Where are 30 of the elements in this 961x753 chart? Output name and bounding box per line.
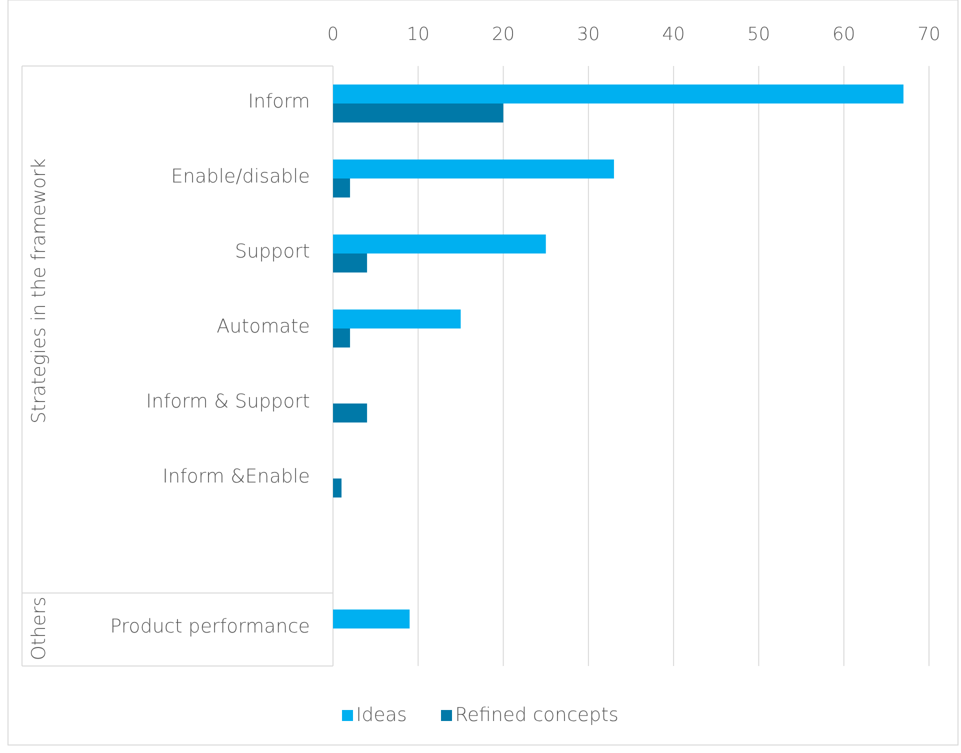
x-tick-label: 30 — [576, 24, 600, 45]
bar — [333, 84, 904, 104]
bar — [333, 104, 504, 122]
bar — [333, 478, 342, 498]
x-tick-label: 50 — [747, 24, 770, 45]
bar — [333, 328, 350, 348]
x-tick-label: 70 — [918, 24, 940, 45]
legend-label: Ideas — [356, 704, 407, 726]
y-tick-label: Inform &Enable — [162, 466, 310, 488]
x-tick-label: 0 — [327, 24, 339, 45]
y-tick-label: Inform — [248, 90, 310, 113]
text: Strategies in the framework — [28, 158, 50, 424]
x-tick-label: 20 — [492, 24, 515, 45]
bar — [333, 254, 368, 272]
y-tick-label: Automate — [216, 316, 310, 338]
x-tick-label: 60 — [832, 24, 856, 45]
y-tick-label: Product performance — [110, 616, 310, 638]
bar — [333, 610, 410, 628]
x-tick-label: 40 — [662, 24, 686, 45]
x-tick-label: 10 — [406, 24, 430, 45]
y-tick-label: Support — [234, 240, 310, 263]
bar — [333, 310, 461, 328]
bar — [333, 160, 614, 178]
y-tick-label: Inform & Support — [146, 390, 310, 413]
bar — [333, 178, 350, 198]
y-tick-label: Enable/disable — [170, 166, 310, 188]
text: Others — [28, 596, 50, 660]
legend-label: Refined concepts — [455, 704, 618, 726]
bar — [333, 404, 368, 422]
bar — [333, 234, 546, 254]
